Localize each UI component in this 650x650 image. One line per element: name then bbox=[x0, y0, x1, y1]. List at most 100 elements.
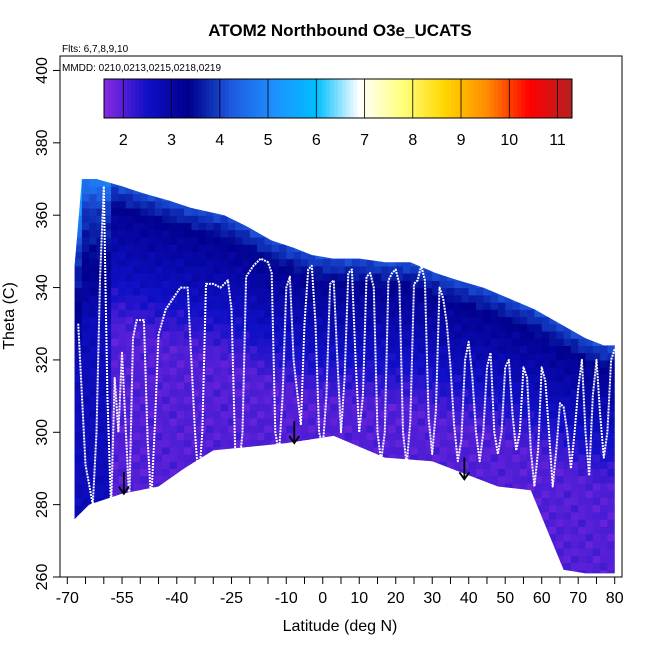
heatmap-cell bbox=[527, 331, 535, 339]
heatmap-cell bbox=[198, 526, 207, 535]
colorbar-segment bbox=[189, 79, 195, 118]
heatmap-cell bbox=[373, 200, 382, 209]
heatmap-cell bbox=[286, 396, 295, 404]
heatmap-cell bbox=[490, 331, 499, 339]
heatmap-cell bbox=[81, 410, 90, 419]
heatmap-cell bbox=[249, 359, 258, 368]
heatmap-cell bbox=[227, 251, 236, 260]
heatmap-cell bbox=[483, 548, 492, 556]
heatmap-cell bbox=[381, 548, 389, 556]
heatmap-cell bbox=[519, 511, 528, 520]
heatmap-cell bbox=[446, 475, 455, 484]
heatmap-cell bbox=[227, 215, 236, 223]
heatmap-cell bbox=[81, 519, 90, 527]
heatmap-cell bbox=[417, 352, 426, 361]
heatmap-cell bbox=[89, 374, 98, 383]
heatmap-cell bbox=[468, 200, 477, 209]
heatmap-cell bbox=[162, 309, 171, 318]
heatmap-cell bbox=[74, 403, 83, 412]
heatmap-cell bbox=[279, 490, 287, 498]
heatmap-cell bbox=[322, 193, 331, 202]
heatmap-cell bbox=[293, 417, 302, 426]
heatmap-cell bbox=[570, 569, 579, 574]
heatmap-cell bbox=[359, 555, 368, 564]
heatmap-cell bbox=[476, 273, 484, 281]
heatmap-cell bbox=[337, 208, 346, 216]
heatmap-cell bbox=[549, 244, 557, 252]
heatmap-cell bbox=[490, 519, 499, 527]
heatmap-cell bbox=[439, 359, 448, 368]
heatmap-cell bbox=[133, 533, 141, 542]
heatmap-cell bbox=[169, 381, 178, 390]
heatmap-cell bbox=[519, 323, 528, 332]
heatmap-cell bbox=[366, 338, 375, 346]
heatmap-cell bbox=[286, 200, 295, 209]
heatmap-cell bbox=[191, 381, 200, 390]
heatmap-cell bbox=[607, 410, 615, 419]
heatmap-cell bbox=[96, 229, 105, 238]
heatmap-cell bbox=[534, 186, 543, 195]
heatmap-cell bbox=[184, 200, 192, 209]
heatmap-cell bbox=[279, 186, 287, 195]
heatmap-cell bbox=[300, 396, 309, 404]
heatmap-cell bbox=[89, 511, 98, 520]
heatmap-cell bbox=[410, 193, 419, 202]
heatmap-cell bbox=[125, 519, 134, 527]
heatmap-cell bbox=[96, 497, 105, 506]
heatmap-cell bbox=[570, 280, 579, 289]
heatmap-cell bbox=[279, 244, 287, 252]
heatmap-cell bbox=[592, 555, 601, 564]
heatmap-cell bbox=[432, 555, 441, 564]
heatmap-cell bbox=[330, 540, 338, 549]
heatmap-cell bbox=[60, 172, 68, 180]
heatmap-cell bbox=[249, 381, 258, 390]
heatmap-cell bbox=[213, 179, 222, 180]
heatmap-cell bbox=[483, 352, 492, 361]
heatmap-cell bbox=[147, 345, 156, 354]
heatmap-cell bbox=[162, 352, 171, 361]
heatmap-cell bbox=[271, 208, 280, 216]
heatmap-cell bbox=[264, 179, 273, 180]
heatmap-cell bbox=[476, 294, 484, 303]
heatmap-cell bbox=[60, 251, 68, 259]
heatmap-cell bbox=[140, 439, 149, 448]
heatmap-cell bbox=[271, 302, 280, 310]
heatmap-cell bbox=[476, 497, 484, 506]
heatmap-cell bbox=[249, 345, 258, 354]
heatmap-cell bbox=[600, 236, 608, 245]
heatmap-cell bbox=[235, 280, 244, 289]
heatmap-cell bbox=[424, 186, 433, 195]
heatmap-cell bbox=[60, 259, 68, 267]
heatmap-cell bbox=[388, 287, 397, 296]
colorbar-segment bbox=[361, 79, 366, 118]
heatmap-cell bbox=[578, 208, 587, 216]
colorbar-segment bbox=[154, 79, 160, 118]
heatmap-cell bbox=[563, 179, 572, 180]
heatmap-cell bbox=[330, 504, 338, 513]
heatmap-cell bbox=[585, 215, 594, 223]
heatmap-cell bbox=[359, 519, 368, 527]
heatmap-cell bbox=[60, 454, 68, 462]
heatmap-cell bbox=[424, 540, 433, 549]
heatmap-cell bbox=[322, 490, 331, 498]
heatmap-cell bbox=[497, 359, 506, 368]
heatmap-cell bbox=[592, 236, 601, 245]
heatmap-cell bbox=[424, 504, 433, 513]
heatmap-cell bbox=[600, 367, 608, 375]
heatmap-cell bbox=[527, 251, 535, 260]
heatmap-cell bbox=[286, 352, 295, 361]
heatmap-cell bbox=[154, 273, 163, 281]
heatmap-cell bbox=[96, 215, 105, 223]
heatmap-cell bbox=[403, 533, 411, 542]
heatmap-cell bbox=[359, 193, 368, 202]
heatmap-cell bbox=[344, 461, 353, 469]
heatmap-cell bbox=[600, 179, 608, 187]
heatmap-cell bbox=[322, 323, 331, 332]
heatmap-cell bbox=[388, 454, 397, 462]
heatmap-cell bbox=[206, 381, 214, 390]
heatmap-cell bbox=[118, 432, 127, 441]
heatmap-cell bbox=[169, 179, 178, 180]
heatmap-cell bbox=[60, 266, 68, 274]
heatmap-cell bbox=[556, 497, 565, 506]
heatmap-cell bbox=[322, 222, 331, 231]
